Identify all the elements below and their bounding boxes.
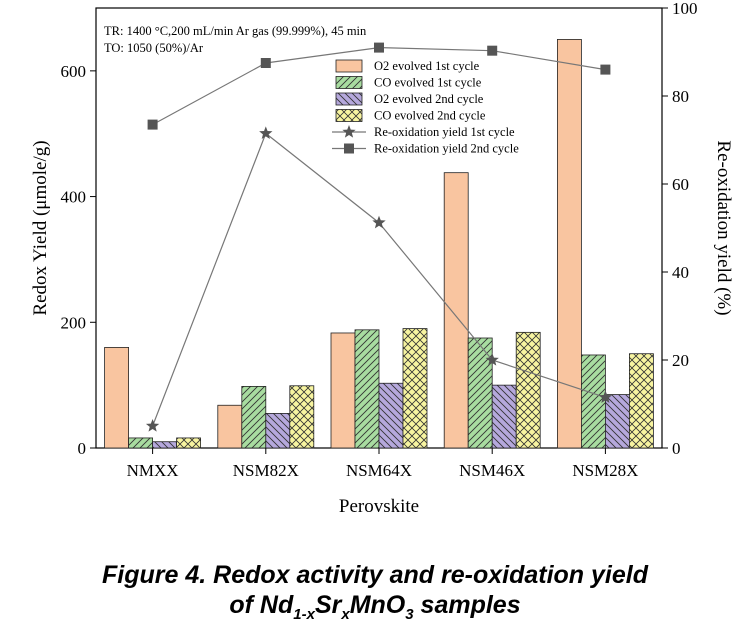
bar-o2-evolved-1st-cycle-nmxx (104, 347, 129, 449)
bar-co-evolved-1st-cycle-nsm28x (581, 354, 606, 449)
bar-co-evolved-2nd-cycle-nsm46x (515, 331, 541, 449)
point-re-oxidation-yield-2nd-cycle-nsm46x (487, 45, 498, 56)
legend-label: Re-oxidation yield 1st cycle (374, 125, 515, 139)
bar-o2-evolved-2nd-cycle-nsm46x (491, 384, 517, 449)
caption-sub-1: 1-x (293, 606, 315, 623)
y2-tick-label: 80 (672, 87, 689, 106)
point-re-oxidation-yield-1st-cycle-nsm46x (485, 353, 499, 366)
bar-o2-evolved-2nd-cycle-nmxx (152, 441, 178, 449)
legend-swatch (335, 76, 363, 89)
legend-label: Re-oxidation yield 2nd cycle (374, 142, 519, 156)
x-axis-ticks: NMXX NSM82X NSM64X NSM46X NSM28X (127, 448, 638, 480)
legend: O2 evolved 1st cycle CO evolved 1st cycle… (332, 59, 519, 156)
right-axis-ticks: 0 20 40 60 80 100 (662, 0, 698, 458)
figure-caption: Figure 4. Redox activity and re-oxidatio… (0, 560, 750, 630)
bar-co-evolved-2nd-cycle-nsm28x (629, 353, 654, 449)
bar-co-evolved-1st-cycle-nsm64x (354, 329, 380, 449)
point-re-oxidation-yield-1st-cycle-nsm64x (372, 215, 386, 229)
line-series-group (145, 42, 613, 432)
point-re-oxidation-yield-1st-cycle-nmxx (145, 419, 160, 432)
y-tick-label: 600 (61, 62, 87, 81)
x-tick-label-nsm82x: NSM82X (233, 461, 299, 480)
legend-item-co-evolved-2nd-cycle: CO evolved 2nd cycle (335, 109, 486, 123)
caption-mid-2: MnO (349, 591, 406, 619)
bar-co-evolved-2nd-cycle-nsm82x (289, 385, 315, 449)
y2-tick-label: 20 (672, 351, 689, 370)
caption-mid-1: Sr (314, 591, 342, 619)
legend-label: O2 evolved 2nd cycle (374, 92, 484, 106)
y-tick-label: 0 (78, 439, 87, 458)
bar-o2-evolved-1st-cycle-nsm46x (443, 172, 469, 449)
point-re-oxidation-yield-2nd-cycle-nmxx (147, 119, 158, 130)
bar-co-evolved-1st-cycle-nsm82x (241, 385, 267, 449)
caption-prefix: of Nd (229, 591, 294, 619)
bar-o2-evolved-1st-cycle-nsm64x (330, 332, 356, 449)
legend-item-co-evolved-1st-cycle: CO evolved 1st cycle (335, 76, 482, 90)
legend-item-o2-evolved-2nd-cycle: O2 evolved 2nd cycle (335, 92, 484, 106)
bar-co-evolved-1st-cycle-nsm46x (467, 337, 493, 449)
legend-label: CO evolved 1st cycle (374, 76, 482, 90)
annotation-line-2: TO: 1050 (50%)/Ar (104, 41, 204, 55)
bar-o2-evolved-1st-cycle-nsm28x (557, 39, 582, 449)
point-re-oxidation-yield-2nd-cycle-nsm82x (260, 58, 271, 68)
y2-tick-label: 60 (672, 175, 689, 194)
point-re-oxidation-yield-1st-cycle-nsm82x (259, 126, 273, 140)
caption-sub-3: 3 (405, 606, 414, 623)
caption-suffix: samples (413, 591, 521, 619)
y-tick-label: 400 (61, 188, 87, 207)
y2-tick-label: 40 (672, 263, 689, 282)
legend-marker (344, 143, 354, 154)
x-tick-label-nsm46x: NSM46X (459, 461, 525, 480)
bar-co-evolved-2nd-cycle-nsm64x (402, 328, 428, 449)
caption-line-2: of Nd1-xSrxMnO3 samples (0, 590, 750, 630)
point-re-oxidation-yield-2nd-cycle-nsm28x (600, 64, 611, 75)
point-re-oxidation-yield-2nd-cycle-nsm64x (374, 42, 384, 53)
legend-swatch (335, 92, 363, 106)
redox-chart: 0 200 400 600 0 20 40 60 80 100 NMXX NSM82X NSM64X… (30, 0, 734, 517)
annotation-line-1: TR: 1400 °C,200 mL/min Ar gas (99.999%),… (104, 24, 367, 38)
legend-marker (342, 125, 356, 138)
bar-co-evolved-1st-cycle-nmxx (128, 437, 154, 449)
bar-o2-evolved-2nd-cycle-nsm82x (265, 413, 291, 449)
y2-axis-label: Re-oxidation yield (%) (713, 140, 734, 315)
y-axis-label: Redox Yield (μmole/g) (30, 140, 51, 315)
legend-label: O2 evolved 1st cycle (374, 59, 480, 73)
x-tick-label-nsm64x: NSM64X (346, 461, 412, 480)
legend-item-o2-evolved-1st-cycle: O2 evolved 1st cycle (335, 59, 480, 73)
legend-item-re-oxidation-yield-2nd-cycle: Re-oxidation yield 2nd cycle (332, 142, 519, 156)
y-tick-label: 200 (61, 313, 87, 332)
bar-co-evolved-2nd-cycle-nmxx (176, 437, 202, 449)
legend-swatch (335, 109, 363, 122)
x-tick-label-nsm28x: NSM28X (572, 461, 638, 480)
x-axis-label: Perovskite (339, 496, 419, 517)
legend-label: CO evolved 2nd cycle (374, 109, 486, 123)
x-tick-label-nmxx: NMXX (127, 461, 179, 480)
bar-o2-evolved-2nd-cycle-nsm64x (378, 382, 404, 449)
y2-tick-label: 100 (672, 0, 698, 18)
point-re-oxidation-yield-1st-cycle-nsm28x (598, 390, 613, 404)
y2-tick-label: 0 (672, 439, 681, 458)
caption-sub-2: x (341, 606, 350, 623)
bar-series-group (104, 39, 654, 449)
legend-item-re-oxidation-yield-1st-cycle: Re-oxidation yield 1st cycle (332, 125, 515, 139)
caption-line-1: Figure 4. Redox activity and re-oxidatio… (102, 561, 648, 589)
bar-o2-evolved-1st-cycle-nsm82x (217, 404, 243, 449)
left-axis-ticks: 0 200 400 600 (61, 62, 96, 458)
legend-swatch (335, 59, 363, 73)
